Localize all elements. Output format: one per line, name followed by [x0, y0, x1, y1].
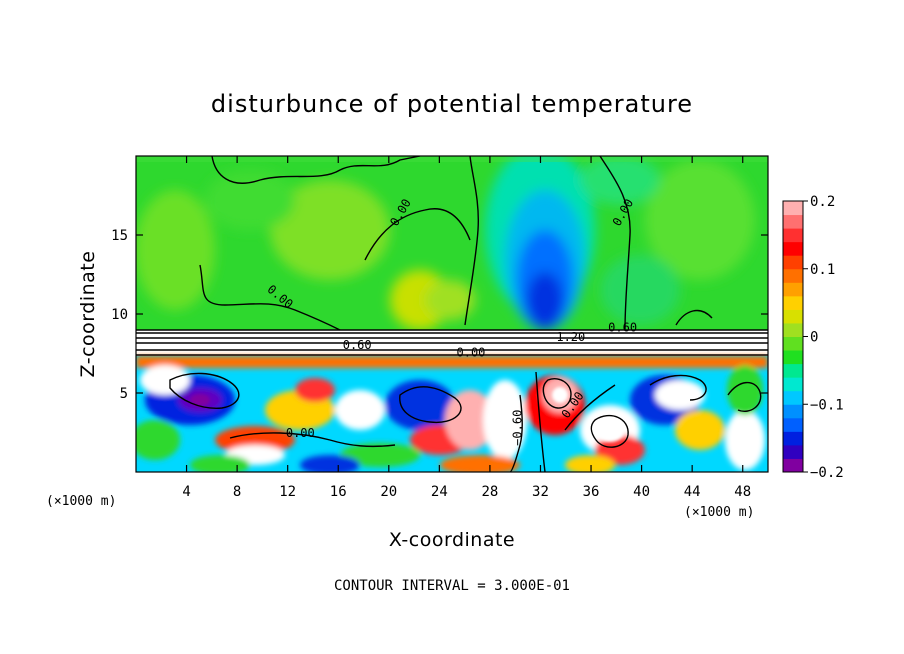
- y-axis-title: Z-coordinate: [77, 251, 99, 378]
- x-tick-label: 12: [279, 484, 296, 500]
- x-tick-label: 36: [583, 484, 600, 500]
- x-tick-label: 32: [532, 484, 549, 500]
- y-tick-label: 10: [111, 307, 128, 323]
- colorbar-swatch: [783, 390, 803, 405]
- x-tick-label: 16: [330, 484, 347, 500]
- colorbar-swatch: [783, 377, 803, 392]
- colorbar: 0.2 0.1 0 −0.1 −0.2: [782, 194, 844, 481]
- x-tick-label: 48: [734, 484, 751, 500]
- y-tick-label: 15: [111, 228, 128, 244]
- x-axis-title: X-coordinate: [389, 529, 515, 551]
- stable-layer-band: [136, 330, 768, 358]
- colorbar-swatch: [783, 431, 803, 446]
- plot-area: 0.00 0.000.000.600.000.000.00 −0.601.200.6…: [136, 156, 768, 472]
- y-axis: 5 10 15: [111, 228, 768, 402]
- contour-label: 0.60: [608, 320, 637, 334]
- contour-label: 1.20: [556, 330, 585, 344]
- colorbar-tick-label: 0.2: [810, 194, 835, 210]
- colorbar-tick-label: −0.1: [810, 397, 844, 413]
- colorbar-swatch: [783, 350, 803, 365]
- colorbar-tick-label: 0: [810, 330, 818, 346]
- colorbar-swatch: [783, 336, 803, 351]
- contour-label: −0.60: [511, 410, 525, 446]
- x-tick-label: 28: [481, 484, 498, 500]
- colorbar-swatch: [783, 363, 803, 378]
- x-unit-label-left: (×1000 m): [46, 494, 116, 509]
- x-tick-label: 20: [380, 484, 397, 500]
- upper-field-shading: [136, 156, 755, 330]
- colorbar-swatch: [783, 228, 803, 243]
- chart-title: disturbunce of potential temperature: [211, 90, 693, 118]
- colorbar-swatch: [783, 255, 803, 270]
- colorbar-swatch: [783, 201, 803, 216]
- x-tick-label: 8: [233, 484, 241, 500]
- colorbar-swatch: [783, 322, 803, 337]
- colorbar-swatch: [783, 295, 803, 310]
- colorbar-swatch: [783, 404, 803, 419]
- colorbar-swatch: [783, 444, 803, 459]
- colorbar-swatch: [783, 214, 803, 229]
- x-tick-label: 24: [431, 484, 448, 500]
- contour-interval-note: CONTOUR INTERVAL = 3.000E-01: [334, 578, 570, 594]
- lower-field-details: [190, 387, 755, 463]
- x-tick-label: 44: [684, 484, 701, 500]
- colorbar-swatch: [783, 241, 803, 256]
- x-tick-label: 4: [182, 484, 190, 500]
- contour-label: 0.00: [457, 346, 486, 360]
- colorbar-swatch: [783, 417, 803, 432]
- colorbar-swatch: [783, 309, 803, 324]
- contour-lines: [136, 156, 768, 472]
- contour-label: 0.60: [343, 338, 372, 352]
- x-unit-label-right: (×1000 m): [684, 505, 754, 520]
- x-axis: 4 8 12 16 20 24 28 32 36 40 44 48: [182, 156, 751, 500]
- x-tick-label: 40: [633, 484, 650, 500]
- colorbar-tick-label: −0.2: [810, 465, 844, 481]
- contour-label: 0.00: [286, 426, 315, 440]
- colorbar-swatch: [783, 268, 803, 283]
- colorbar-tick-label: 0.1: [810, 262, 835, 278]
- upper-field-fade: [136, 156, 768, 162]
- colorbar-swatch: [783, 282, 803, 297]
- colorbar-swatch: [783, 458, 803, 473]
- y-tick-label: 5: [120, 386, 128, 402]
